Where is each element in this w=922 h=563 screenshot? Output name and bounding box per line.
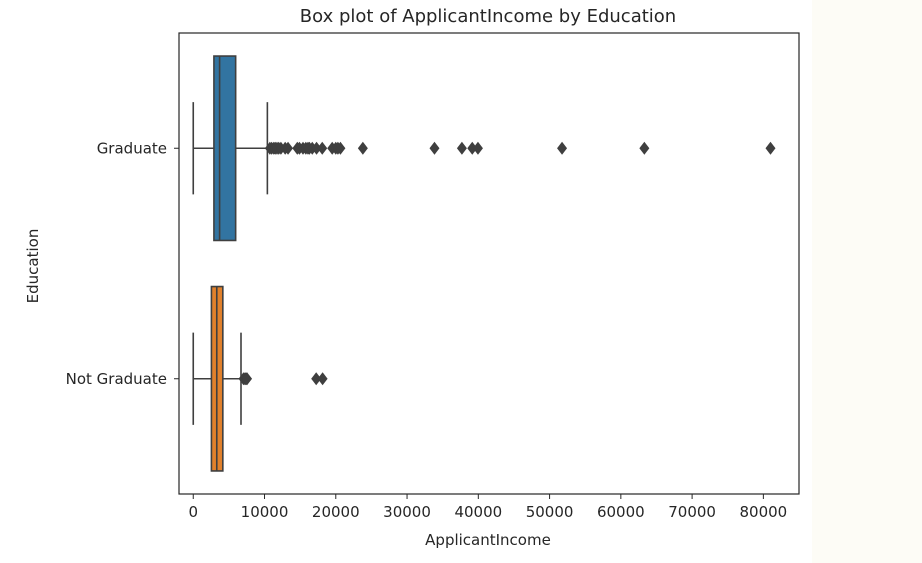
x-axis-ticks: 0 10000 20000 30000 40000 50000 60000 70000 8000… <box>188 494 787 521</box>
x-axis-label: ApplicantIncome <box>425 531 551 549</box>
axes-frame <box>178 32 800 495</box>
x-tick-label: 20000 <box>312 503 360 521</box>
outlier-point <box>242 372 253 386</box>
outlier-point <box>317 141 328 155</box>
iqr-box <box>213 55 237 242</box>
outlier-point <box>765 141 776 155</box>
outlier-point <box>467 141 478 155</box>
x-tick-label: 40000 <box>454 503 502 521</box>
x-tick-label: 50000 <box>526 503 574 521</box>
outlier-point <box>311 372 322 386</box>
boxplot-chart: Box plot of ApplicantIncome by Education… <box>24 6 800 549</box>
x-tick-label: 0 <box>188 503 198 521</box>
box-group <box>192 285 328 472</box>
box-group <box>192 55 776 242</box>
outlier-point <box>639 141 650 155</box>
outlier-point <box>557 141 568 155</box>
x-tick-label: 60000 <box>597 503 645 521</box>
y-tick-label: Graduate <box>97 139 167 157</box>
outlier-point <box>456 141 467 155</box>
x-tick-label: 70000 <box>668 503 716 521</box>
outlier-point <box>472 141 483 155</box>
outlier-point <box>335 141 346 155</box>
outlier-point <box>429 141 440 155</box>
y-axis-ticks: Graduate Not Graduate <box>66 139 179 388</box>
x-tick-label: 80000 <box>740 503 788 521</box>
outlier-point <box>357 141 368 155</box>
y-axis-label: Education <box>24 229 42 304</box>
outlier-point <box>311 141 322 155</box>
x-tick-label: 10000 <box>241 503 289 521</box>
chart-figure: Box plot of ApplicantIncome by Education… <box>24 6 800 549</box>
y-tick-label: Not Graduate <box>66 370 167 388</box>
chart-title: Box plot of ApplicantIncome by Education <box>300 6 676 27</box>
x-tick-label: 30000 <box>383 503 431 521</box>
outlier-point <box>317 372 328 386</box>
outlier-point <box>283 141 294 155</box>
plot-area <box>192 55 776 472</box>
